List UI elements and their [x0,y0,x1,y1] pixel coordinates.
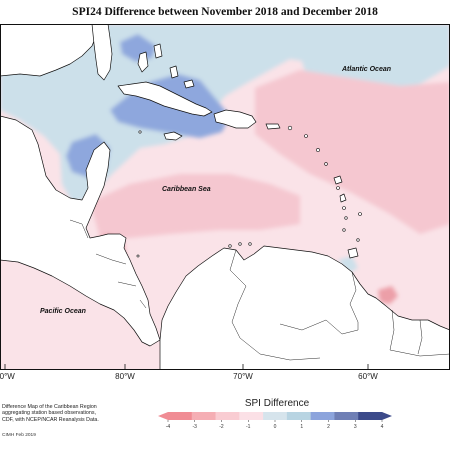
legend-tick-label: -1 [246,424,251,430]
label-caribbean-sea: Caribbean Sea [162,186,211,193]
island-stvincent [344,216,348,220]
map-title: SPI24 Difference between November 2018 a… [72,6,378,18]
land-andros [137,51,149,73]
border-brazil [389,349,450,357]
color-legend: -4 -3 -2 -1 0 1 2 3 4 [158,412,392,430]
island-barbados [358,212,362,216]
island-montserrat [324,162,328,166]
light-blue-anomaly-north [0,24,450,202]
land-cuba [117,81,213,117]
legend-swatch [168,412,193,420]
border-venezuela-guyana [349,271,359,330]
label-pacific-ocean: Pacific Ocean [40,308,86,315]
medium-blue-anomaly-bahamas [120,34,156,62]
border-colombia-south [239,337,321,361]
island-stlucia [342,206,346,210]
land-south-america [159,245,450,370]
island-bonaire [248,242,252,246]
credit-line-3: CDF, with NCEP/NCAR Reanalysis Data. [2,416,99,423]
island-anguilla [304,134,308,138]
legend-swatch [334,412,359,420]
lon-label-80w: 80°W [115,372,135,381]
legend-tick-label: 0 [274,424,277,430]
borders [69,219,450,361]
island-aruba [228,244,232,248]
land-guadeloupe [333,175,343,185]
land-hispaniola [213,109,257,129]
legend-swatch [286,412,311,420]
land-bahamas-1 [153,43,163,59]
island-antigua [316,148,320,152]
land-trinidad [347,247,359,259]
pink-anomaly-atlantic [255,70,450,234]
land-north-america [0,24,97,77]
legend-swatch [310,412,335,420]
border-guatemala [69,219,89,239]
legend-swatch [191,412,216,420]
legend-tick-label: 1 [300,424,303,430]
land [0,24,450,370]
border-colombia-venezuela [229,249,247,339]
border-suriname-fguiana [417,319,423,355]
lon-label-90w: 90°W [0,372,15,381]
legend-arrow-low [158,412,168,420]
lon-label-70w: 70°W [233,372,253,381]
credit-line-2: aggregating station based observations, [2,410,96,417]
legend-tick-label: -2 [219,424,224,430]
border-honduras [95,253,127,265]
land-puerto-rico [265,123,281,130]
legend-swatch [215,412,240,420]
legend-swatch [358,412,383,420]
legend-arrow-high [382,412,392,420]
land-mexico-central-america [0,115,161,347]
island-virgin [287,125,293,131]
land-bahamas-3 [183,79,195,89]
map-credits: Difference Map of the Caribbean Region a… [2,404,99,423]
island-cayman [138,130,142,134]
land-jamaica [163,131,183,141]
legend-tick-label: 3 [354,424,357,430]
island-dominica [336,186,340,190]
legend-tick-label: -3 [193,424,198,430]
border-costa-rica [139,299,147,309]
island-curacao [238,242,242,246]
light-blue-anomaly-venezuela [338,256,358,274]
land-bahamas-2 [169,65,179,79]
lon-label-60w: 60°W [358,372,378,381]
land-martinique [339,193,347,203]
credit-line-1: Difference Map of the Caribbean Region [2,404,97,410]
legend-tick-label: 2 [327,424,330,430]
legend-tick-label: -4 [166,424,171,430]
border-guyana-suriname [389,309,395,351]
legend-swatch [239,412,264,420]
island-tobago [356,238,360,242]
border-venezuela-brazil [279,319,359,335]
label-atlantic-ocean: Atlantic Ocean [341,66,391,73]
border-nicaragua [117,281,137,287]
pink-anomaly-caribbean [90,174,300,238]
legend-tick-label: 4 [381,424,384,430]
legend-title: SPI Difference [244,398,310,409]
strong-pink-anomaly-guyana [378,286,398,304]
land-florida [91,24,113,81]
longitude-ticks [4,364,369,370]
legend-swatch [263,412,288,420]
spi-map: Atlantic Ocean Caribbean Sea Pacific Oce… [0,24,450,370]
island-sanandres [136,254,140,258]
credit-stamp: CIMH Feb 2019 [2,433,36,438]
lesser-antilles [136,125,362,258]
island-grenada [342,228,346,232]
